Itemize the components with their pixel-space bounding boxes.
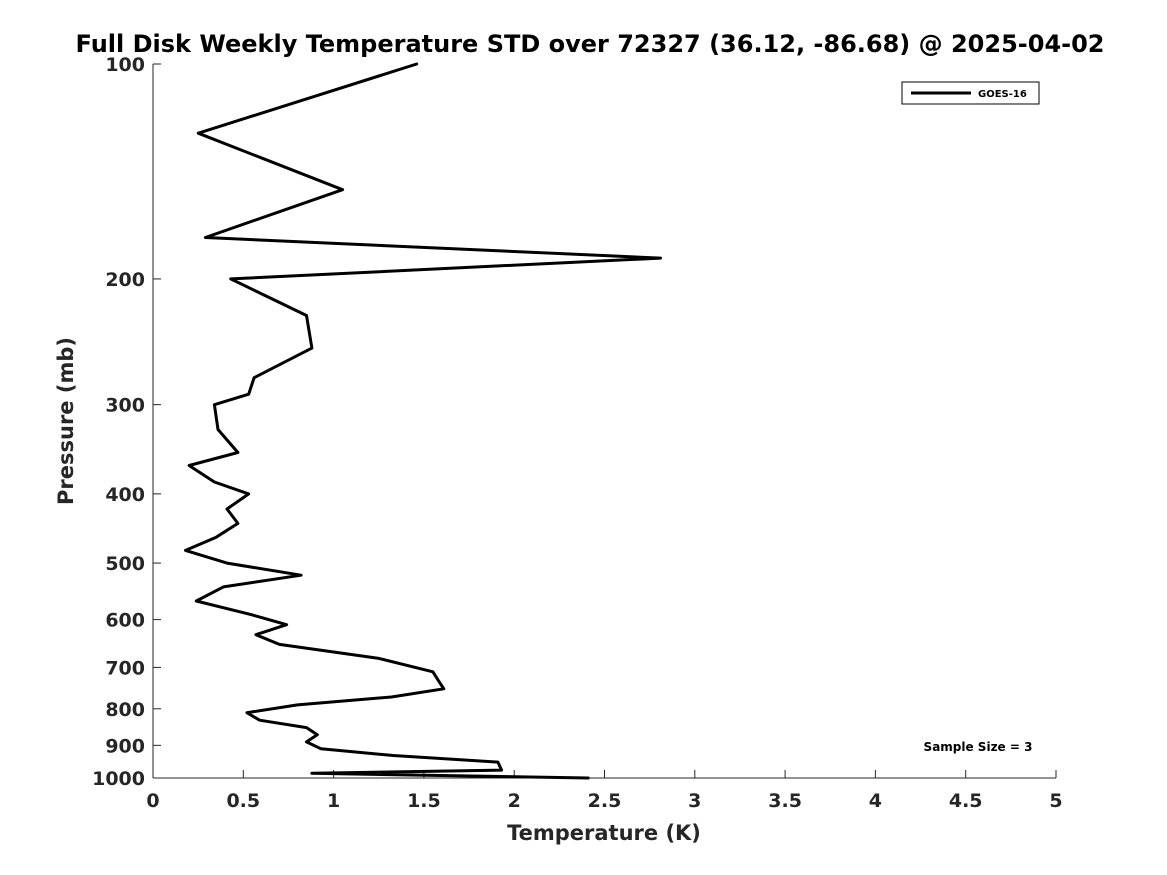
- plot-area: 0 0.5 1 1.5 2 2.5 3 3.5 4 4.5 5 100 200 300 400 500 600 7…: [92, 54, 1063, 812]
- legend: GOES-16: [901, 81, 1040, 105]
- x-tick-label-6: 3: [688, 790, 701, 812]
- x-tick-label-7: 3.5: [768, 790, 802, 812]
- y-tick-label-0: 100: [105, 54, 145, 76]
- x-tick-label-1: 0.5: [226, 790, 260, 812]
- y-tick-label-2: 300: [105, 395, 145, 417]
- x-axis-label: Temperature (K): [507, 821, 701, 845]
- sample-size-annotation: Sample Size = 3: [924, 740, 1033, 754]
- x-tick-label-0: 0: [146, 790, 159, 812]
- x-tick-label-9: 4.5: [949, 790, 983, 812]
- chart-title: Full Disk Weekly Temperature STD over 72…: [76, 30, 1105, 58]
- x-tick-label-5: 2.5: [588, 790, 622, 812]
- y-tick-label-3: 400: [105, 484, 145, 506]
- x-tick-label-2: 1: [327, 790, 340, 812]
- y-tick-label-7: 800: [105, 699, 145, 721]
- y-tick-label-8: 900: [105, 735, 145, 757]
- y-tick-label-5: 600: [105, 610, 145, 632]
- y-tick-label-6: 700: [105, 657, 145, 679]
- y-tick-label-9: 1000: [92, 768, 145, 790]
- x-tick-label-4: 2: [508, 790, 521, 812]
- series-line-goes-16: [184, 62, 662, 780]
- y-tick-label-1: 200: [105, 269, 145, 291]
- legend-label-goes-16: GOES-16: [978, 89, 1027, 100]
- x-tick-label-8: 4: [869, 790, 882, 812]
- x-tick-label-10: 5: [1049, 790, 1062, 812]
- y-axis-label: Pressure (mb): [54, 337, 78, 505]
- y-tick-label-4: 500: [105, 553, 145, 575]
- x-tick-label-3: 1.5: [407, 790, 441, 812]
